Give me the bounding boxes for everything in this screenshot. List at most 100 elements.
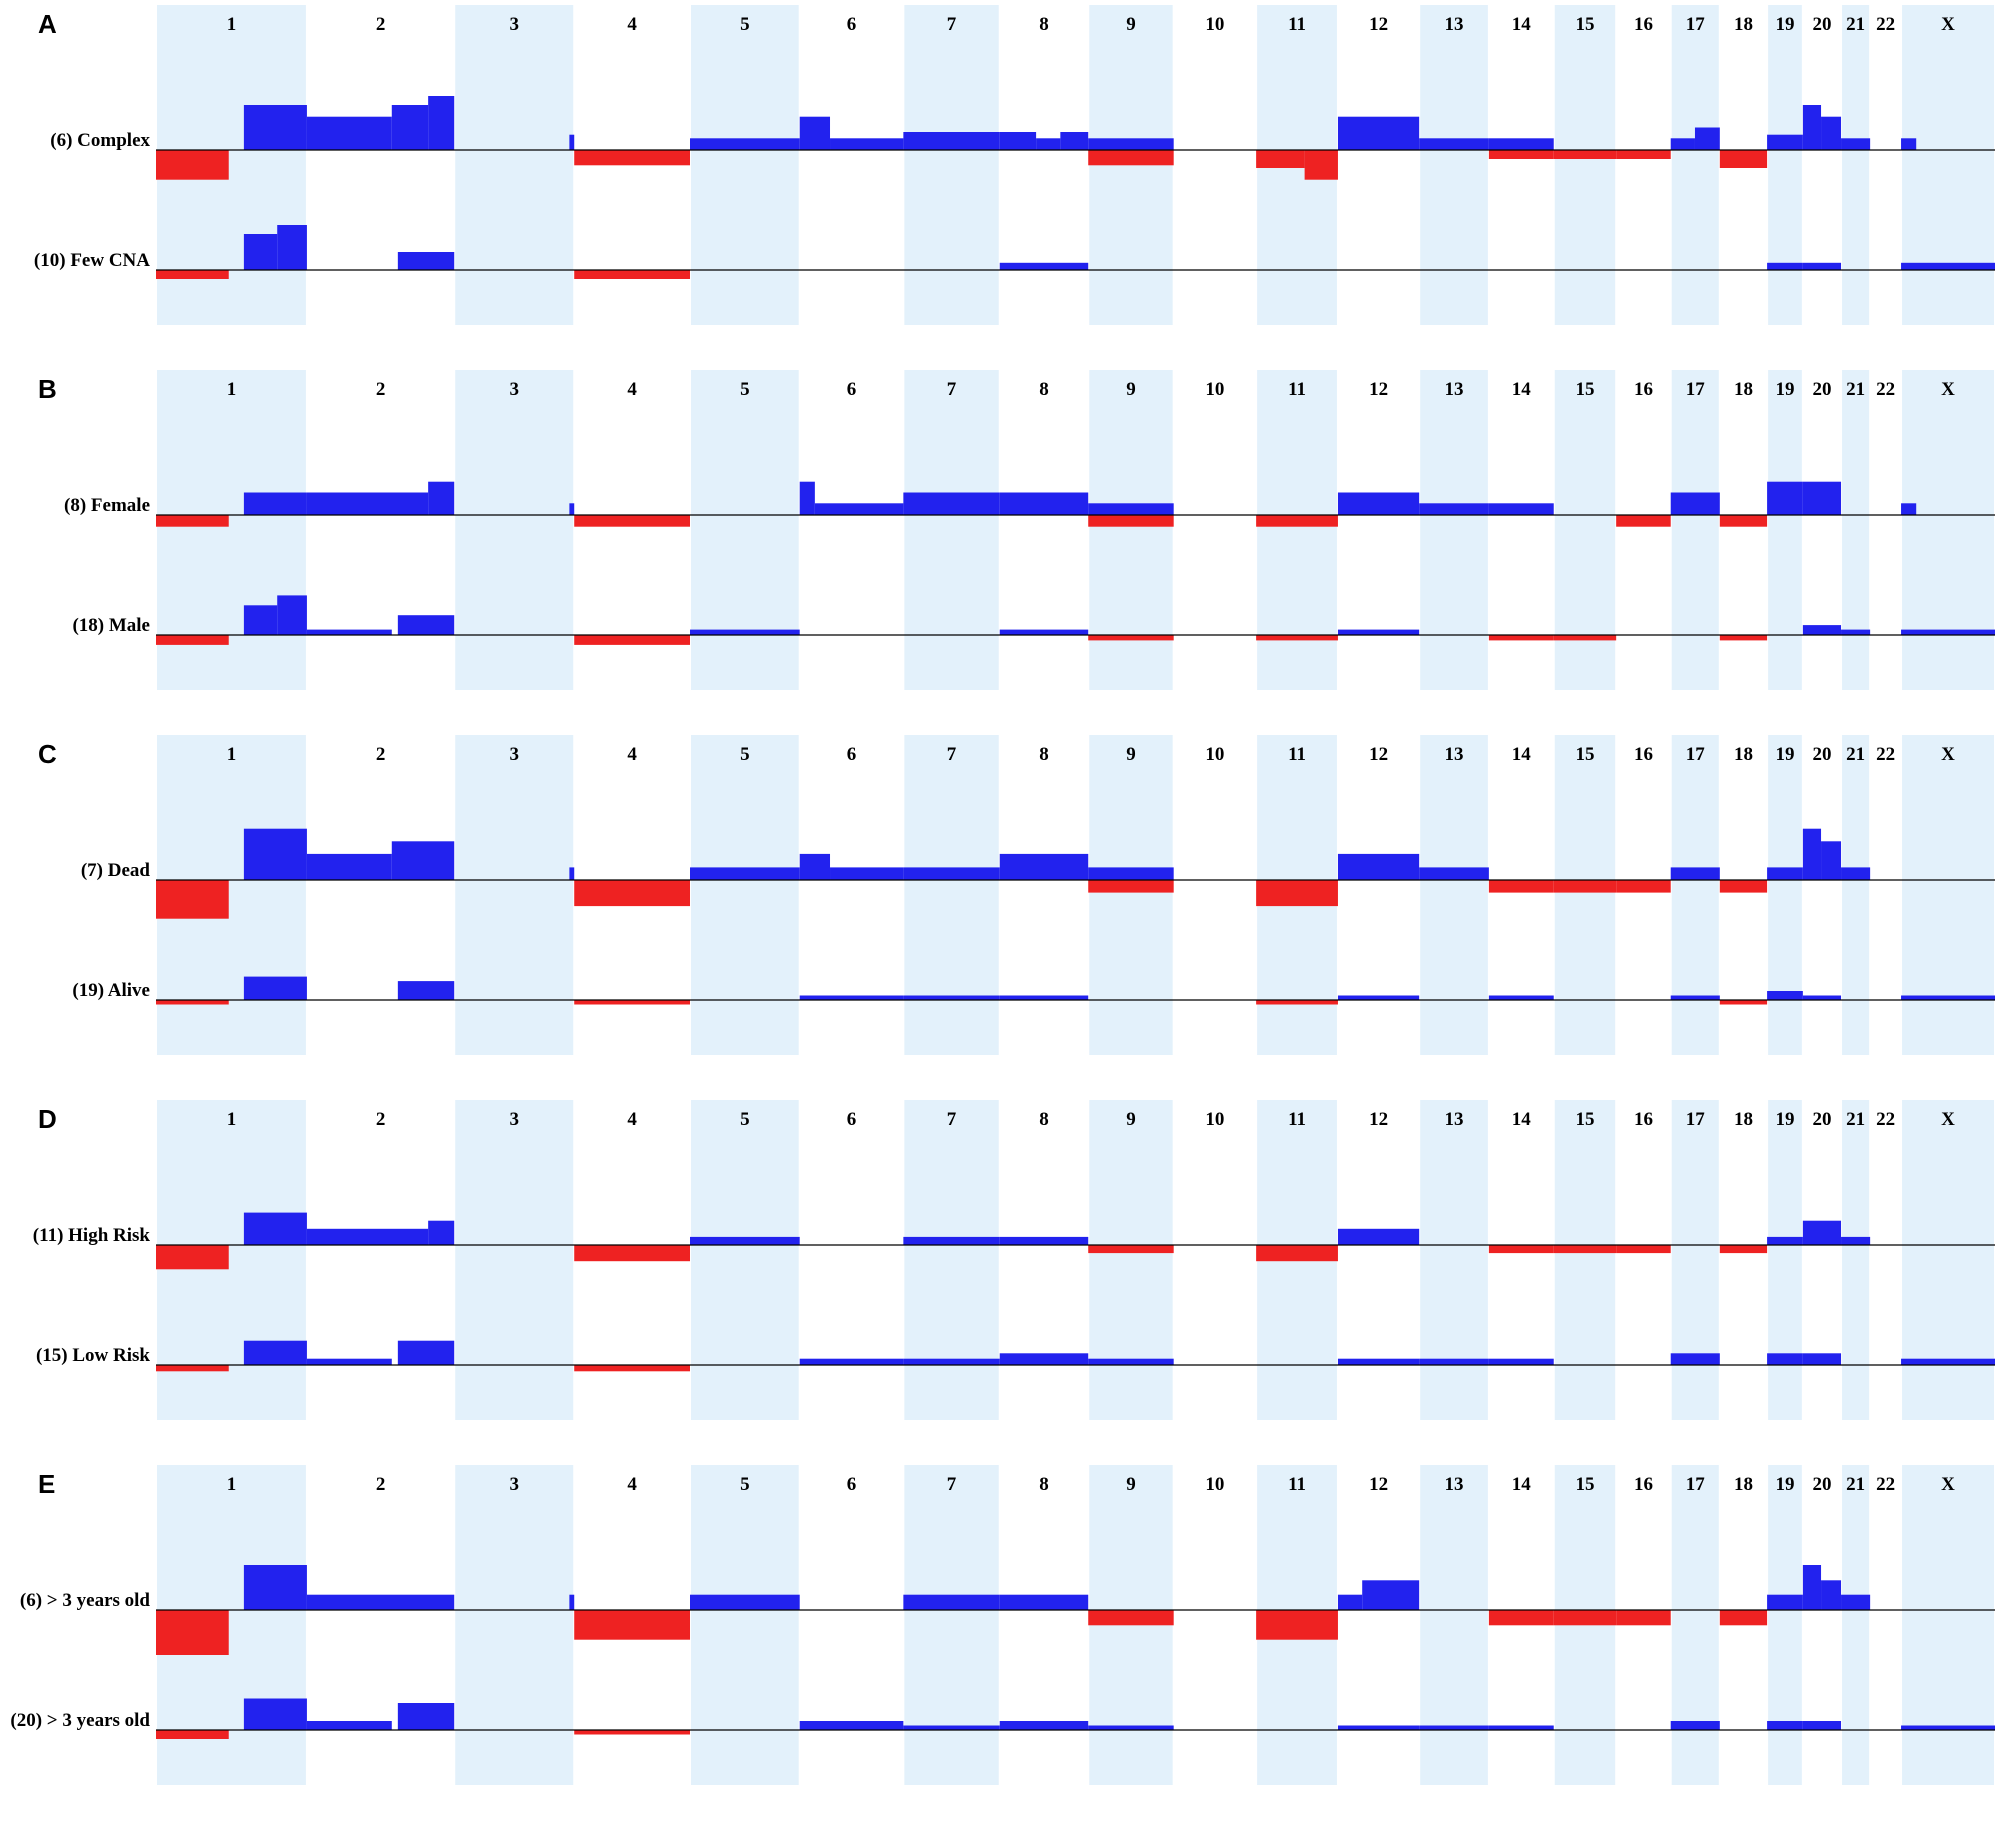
gain-segment — [1802, 1353, 1842, 1365]
chromosome-label: 3 — [509, 744, 519, 765]
chromosome-band — [1768, 1465, 1802, 1785]
chromosome-band — [1671, 735, 1719, 1055]
loss-segment — [574, 635, 691, 645]
row-label: (6) > 3 years old — [20, 1590, 151, 1611]
chromosome-label: 5 — [740, 14, 750, 35]
chromosome-label: 22 — [1876, 1474, 1895, 1495]
chromosome-band — [1902, 1100, 1994, 1420]
chromosome-label: 5 — [740, 1474, 750, 1495]
chromosome-label: 13 — [1445, 14, 1464, 35]
chromosome-label: 6 — [847, 379, 857, 400]
chromosome-band — [1554, 735, 1616, 1055]
chromosome-band — [455, 370, 574, 690]
loss-segment — [1488, 1610, 1554, 1626]
loss-segment — [156, 150, 229, 180]
chromosome-band — [1671, 5, 1719, 325]
gain-segment — [1767, 991, 1803, 1000]
chromosome-label: 1 — [227, 744, 237, 765]
gain-segment — [1337, 995, 1420, 1000]
chromosome-label: 4 — [627, 744, 637, 765]
gain-segment — [1802, 995, 1842, 1000]
chromosome-label: 17 — [1686, 1109, 1706, 1130]
loss-segment — [1719, 150, 1768, 168]
chromosome-label: 13 — [1445, 744, 1464, 765]
gain-segment — [1901, 1725, 1995, 1730]
loss-segment — [1088, 515, 1174, 527]
gain-segment — [1901, 503, 1917, 515]
gain-segment — [903, 492, 1000, 515]
chromosome-band — [691, 370, 799, 690]
loss-segment — [1719, 515, 1768, 527]
chromosome-band — [1420, 735, 1488, 1055]
gain-segment — [277, 595, 307, 635]
chromosome-band — [1768, 370, 1802, 690]
gain-segment — [397, 1340, 455, 1365]
chromosome-label: 17 — [1686, 14, 1706, 35]
chromosome-label: 6 — [847, 1109, 857, 1130]
chromosome-label: 9 — [1126, 14, 1136, 35]
chromosome-band — [1902, 5, 1994, 325]
gain-segment — [1419, 867, 1489, 880]
chromosome-band — [1671, 1465, 1719, 1785]
loss-segment — [574, 1000, 691, 1005]
chromosome-label: 10 — [1205, 744, 1224, 765]
loss-segment — [574, 515, 691, 527]
chromosome-label: 16 — [1634, 1474, 1653, 1495]
chromosome-label: 20 — [1812, 744, 1831, 765]
gain-segment — [243, 234, 278, 270]
row-label: (7) Dead — [81, 860, 151, 881]
chromosome-label: 12 — [1369, 1109, 1388, 1130]
chromosome-label: 15 — [1575, 1474, 1594, 1495]
loss-segment — [1256, 635, 1338, 641]
chromosome-label: 3 — [509, 1109, 519, 1130]
chromosome-label: 4 — [627, 1474, 637, 1495]
gain-segment — [1802, 262, 1842, 270]
gain-segment — [690, 1236, 800, 1245]
chromosome-band — [1842, 1465, 1870, 1785]
chromosome-label: 8 — [1039, 379, 1049, 400]
gain-segment — [1337, 629, 1420, 635]
loss-segment — [1088, 880, 1174, 893]
loss-segment — [156, 1245, 229, 1270]
chromosome-band — [691, 735, 799, 1055]
row-label: (20) > 3 years old — [10, 1710, 150, 1731]
chromosome-band — [1420, 1465, 1488, 1785]
gain-segment — [569, 1594, 575, 1610]
chromosome-band — [1420, 370, 1488, 690]
chromosome-band — [1420, 1100, 1488, 1420]
gain-segment — [999, 1721, 1089, 1730]
loss-segment — [1256, 1000, 1338, 1005]
gain-segment — [999, 492, 1089, 515]
gain-segment — [1337, 1725, 1420, 1730]
chromosome-label: 1 — [227, 1109, 237, 1130]
loss-segment — [1553, 1610, 1617, 1626]
loss-segment — [1488, 1245, 1554, 1254]
chromosome-band — [1902, 735, 1994, 1055]
chromosome-label: X — [1941, 379, 1955, 400]
loss-segment — [1488, 880, 1554, 893]
gain-segment — [428, 1220, 455, 1245]
loss-segment — [574, 1610, 691, 1640]
chromosome-label: 16 — [1634, 14, 1653, 35]
gain-segment — [1767, 1353, 1803, 1365]
gain-segment — [903, 867, 1000, 880]
gain-segment — [1901, 629, 1995, 635]
chromosome-label: 22 — [1876, 744, 1895, 765]
gain-segment — [1337, 1594, 1363, 1610]
loss-segment — [1553, 635, 1617, 641]
chromosome-label: 3 — [509, 379, 519, 400]
chromosome-band — [1902, 370, 1994, 690]
chromosome-label: 13 — [1445, 1474, 1464, 1495]
gain-segment — [306, 853, 392, 880]
gain-segment — [1488, 1358, 1554, 1365]
gain-segment — [1337, 492, 1420, 515]
loss-segment — [1088, 150, 1174, 166]
gain-segment — [1841, 867, 1871, 880]
chromosome-label: 3 — [509, 1474, 519, 1495]
chromosome-label: 7 — [947, 744, 957, 765]
chromosome-band — [904, 370, 999, 690]
loss-segment — [574, 1365, 691, 1372]
chromosome-band — [455, 1465, 574, 1785]
chromosome-band — [1671, 370, 1719, 690]
gain-segment — [306, 116, 392, 150]
